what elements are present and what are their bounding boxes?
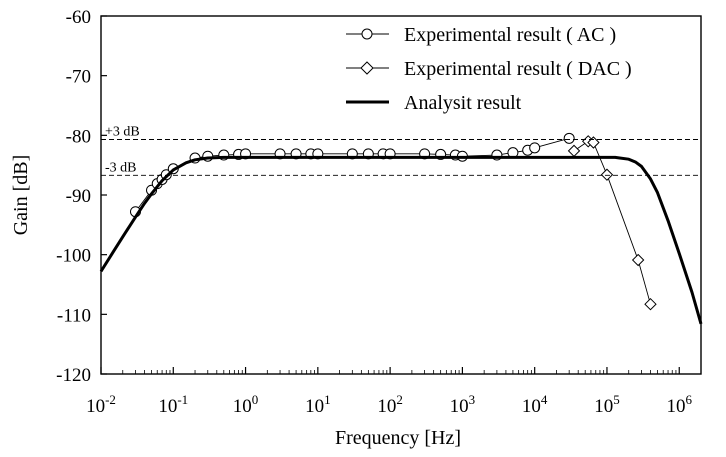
x-tick-label: 10-1 [158,392,188,417]
reference-label-plus3db: +3 dB [105,125,140,140]
data-point-ac [563,132,575,144]
y-tick-label: -110 [57,305,91,326]
axis-ticks: -60 -70 -80 -90 -100 -110 -120 10-2 10-1 100 101 10… [56,7,692,417]
reference-label-minus3db: -3 dB [105,160,137,175]
x-tick-label: 103 [450,392,476,417]
series-line-2 [99,155,703,325]
y-tick-label: -60 [66,7,91,28]
legend-item-dac: Experimental result ( DAC ) [346,58,632,80]
data-point-ac [529,142,541,154]
legend-marker-circle [361,28,373,40]
x-tick-label: 100 [233,392,258,417]
x-tick-label: 10-2 [86,392,116,417]
x-tick-label: 102 [377,392,403,417]
y-tick-label: -120 [56,365,91,386]
x-tick-label: 106 [666,392,692,417]
legend-item-ac: Experimental result ( AC ) [346,24,616,46]
x-axis-title: Frequency [Hz] [335,427,461,449]
x-tick-label: 101 [305,392,331,417]
legend-label-analysis: Analysit result [404,92,522,114]
x-tick-label: 105 [594,392,620,417]
data-point-dac [631,253,645,267]
data-point-dac [644,297,657,311]
legend: Experimental result ( AC ) Experimental … [346,24,632,114]
legend-label-dac: Experimental result ( DAC ) [404,58,632,80]
x-tick-label: 104 [522,392,548,417]
y-tick-label: -90 [66,186,91,207]
reference-lines: +3 dB -3 dB [101,125,701,176]
data-point-dac [600,168,614,181]
legend-item-analysis: Analysit result [346,92,522,114]
legend-marker-diamond [360,61,374,75]
y-tick-label: -80 [66,126,91,147]
legend-label-ac: Experimental result ( AC ) [404,24,616,46]
y-tick-label: -70 [66,67,91,88]
y-tick-label: -100 [56,246,91,267]
y-axis-title: Gain [dB] [10,155,32,236]
